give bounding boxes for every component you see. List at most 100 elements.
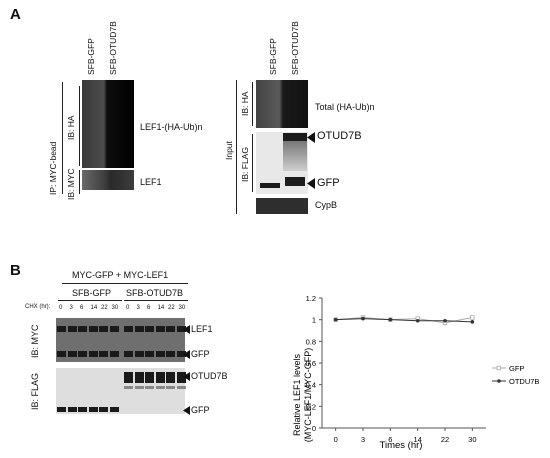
band-lef1 xyxy=(88,326,98,332)
x-tick-label: 0 xyxy=(334,435,338,444)
chx-time-label: 22 xyxy=(101,305,108,311)
band-lef1 xyxy=(134,326,144,332)
band-lef1 xyxy=(176,326,186,332)
lane-label-sfb-otud7b-right: SFB-OTUD7B xyxy=(290,21,300,75)
arrow-lef1-icon xyxy=(183,325,190,334)
band-otud7b-faint xyxy=(155,386,165,389)
band-gfp-flag xyxy=(57,407,66,412)
band-label-lef1-b: LEF1 xyxy=(191,324,213,334)
group-label-sfb-gfp: SFB-GFP xyxy=(72,288,112,298)
bracket-input xyxy=(236,80,237,214)
chx-time-label: 3 xyxy=(136,305,140,311)
band-gfp-myc xyxy=(176,351,186,357)
line-chart: 0 0.2 0.4 0.6 0.8 1 1.2 0 3 6 14 22 30 GFP OTDU7B Rel… xyxy=(292,294,539,451)
legend-marker xyxy=(497,379,501,383)
band-gfp-myc xyxy=(109,351,119,357)
band-label-gfp: GFP xyxy=(317,177,340,189)
band-gfp-myc xyxy=(124,351,133,357)
band-gfp-flag xyxy=(78,407,87,412)
y-axis-label-line1: Relative LEF1 levels xyxy=(292,353,302,436)
data-point-gfp xyxy=(470,315,475,320)
bracket-ip xyxy=(62,82,63,194)
band-gfp-lane1 xyxy=(260,183,280,188)
y-tick-label: 1.2 xyxy=(306,294,316,303)
band-gfp-myc xyxy=(166,351,175,357)
band-otud7b-faint xyxy=(166,386,175,389)
band-gfp-flag xyxy=(109,407,119,412)
band-label-gfp-b1: GFP xyxy=(191,349,210,359)
band-gfp-myc xyxy=(57,351,66,357)
band-lef1 xyxy=(145,326,154,332)
band-gfp-myc xyxy=(155,351,165,357)
band-otud7b-faint xyxy=(145,386,154,389)
band-gfp-myc xyxy=(134,351,144,357)
data-point-otdu7b xyxy=(443,318,447,323)
band-gfp-lane2 xyxy=(285,177,305,186)
band-otud7b-faint xyxy=(124,386,133,389)
chx-time-label: 30 xyxy=(111,305,119,311)
series-line-gfp xyxy=(335,316,473,324)
ib-flag-label-b: IB: FLAG xyxy=(30,372,40,410)
lane-label-sfb-gfp: SFB-GFP xyxy=(86,38,96,75)
ib-ha-label-left: IB: HA xyxy=(66,115,76,140)
y-axis-label-line2: (MYC-LEF1/MYC-GFP) xyxy=(303,348,313,443)
band-lef1 xyxy=(124,326,133,332)
panel-a-label: A xyxy=(10,6,21,23)
band-otud7b xyxy=(155,372,165,383)
y-tick-label: 0.4 xyxy=(306,381,316,390)
ip-myc-bead-label: IP: MYC-bead xyxy=(48,141,58,195)
lane-label-sfb-otud7b: SFB-OTUD7B xyxy=(108,21,118,75)
chx-time-label: 30 xyxy=(178,305,186,311)
band-label-otud7b-b: OTUD7B xyxy=(191,371,228,381)
band-lef1 xyxy=(67,326,77,332)
chx-time-label: 14 xyxy=(90,305,98,311)
band-otud7b xyxy=(134,372,144,383)
band-lef1 xyxy=(166,326,175,332)
blot-cypb xyxy=(256,198,308,214)
series-line-otdu7b xyxy=(335,318,473,323)
group-label-sfb-otud7b: SFB-OTUD7B xyxy=(126,288,184,298)
bracket-ib-ha-right xyxy=(252,82,253,126)
arrow-gfp-icon xyxy=(307,178,315,189)
chx-time-label: 3 xyxy=(69,305,73,311)
band-gfp-myc xyxy=(78,351,87,357)
arrow-otud7b-icon xyxy=(307,132,315,143)
band-gfp-flag xyxy=(88,407,98,412)
group-line-1 xyxy=(58,300,122,301)
y-tick-label: 1 xyxy=(312,316,316,325)
y-tick-label: 0.2 xyxy=(306,402,316,411)
band-gfp-myc xyxy=(99,351,108,357)
chx-time-label: 0 xyxy=(59,305,63,311)
arrow-gfp1-icon xyxy=(183,350,190,359)
band-lef1 xyxy=(57,326,66,332)
chx-time-label: 22 xyxy=(168,305,175,311)
chx-time-label: 6 xyxy=(80,305,84,311)
band-lef1 xyxy=(155,326,165,332)
x-tick-label: 30 xyxy=(468,435,476,444)
band-label-lef1: LEF1 xyxy=(140,177,162,187)
x-tick-label: 3 xyxy=(361,435,365,444)
legend-marker xyxy=(496,365,501,371)
data-point-otdu7b xyxy=(333,317,338,322)
band-gfp-myc xyxy=(145,351,154,357)
band-lef1 xyxy=(78,326,87,332)
input-label: Input xyxy=(224,141,234,160)
ib-flag-label-right: IB: FLAG xyxy=(240,147,250,182)
band-label-gfp-b2: GFP xyxy=(191,405,210,415)
x-tick-label: 14 xyxy=(413,435,421,444)
ib-myc-label-left: IB: MYC xyxy=(66,168,76,200)
band-otud7b-faint xyxy=(134,386,144,389)
band-label-total-ha-ub: Total (HA-Ub)n xyxy=(315,102,375,112)
data-point-otdu7b xyxy=(388,317,393,322)
lane-label-sfb-gfp-right: SFB-GFP xyxy=(268,38,278,75)
band-gfp-flag xyxy=(67,407,77,412)
chx-time-label: 0 xyxy=(126,305,130,311)
band-label-lef1-ub: LEF1-(HA-Ub)n xyxy=(140,122,203,132)
x-tick-label: 6 xyxy=(388,435,392,444)
band-gfp-myc xyxy=(88,351,98,357)
bracket-ib-flag-right xyxy=(252,134,253,192)
band-label-otud7b: OTUD7B xyxy=(317,130,362,142)
band-otud7b xyxy=(166,372,175,383)
chx-time-label: 14 xyxy=(157,305,165,311)
smear-otud7b xyxy=(283,141,307,171)
